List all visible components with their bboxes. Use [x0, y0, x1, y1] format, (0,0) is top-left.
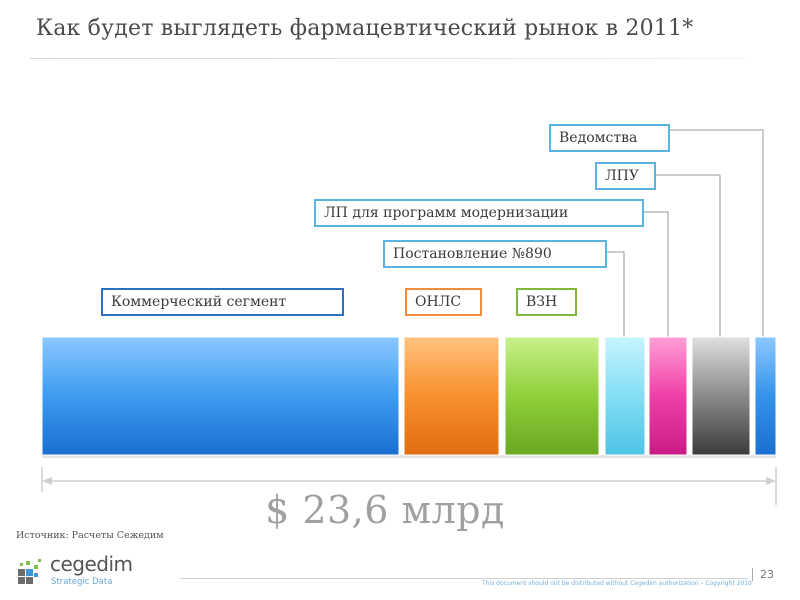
label-kommercheskiy-segment: Коммерческий сегмент: [101, 288, 344, 316]
bar-kommercheskiy-segment: [41, 336, 400, 456]
label-onls: ОНЛС: [405, 288, 482, 316]
cegedim-logo-icon: [18, 559, 41, 584]
bar-lpu: [691, 336, 751, 456]
bar-onls: [403, 336, 500, 456]
page-title: Как будет выглядеть фармацевтический рын…: [36, 16, 694, 41]
bar-vzn: [504, 336, 600, 456]
footer-divider: [180, 578, 748, 579]
bar-shadow: [42, 455, 776, 458]
brand-name: cegedim: [50, 552, 133, 576]
connector-lp-modernization: [644, 211, 669, 338]
source-note: Источник: Расчеты Сежедим: [16, 530, 164, 541]
copyright-notice: This document should not be distributed …: [482, 580, 752, 587]
label-vedomstva: Ведомства: [549, 124, 670, 152]
bar-lp-modernization: [648, 336, 688, 456]
label-lp-modernization: ЛП для программ модернизации: [314, 199, 644, 227]
label-postanovlenie: Постановление №890: [383, 240, 607, 268]
page-number: 23: [760, 568, 774, 581]
connector-postanovlenie: [607, 251, 625, 338]
bar-postanovlenie: [604, 336, 646, 456]
label-vzn: ВЗН: [516, 288, 577, 316]
total-market-size: $ 23,6 млрд: [265, 488, 505, 532]
brand-logo: cegedim Strategic Data: [16, 551, 166, 589]
title-divider: [30, 58, 748, 59]
total-span-arrow: [41, 467, 777, 505]
label-lpu: ЛПУ: [595, 162, 656, 190]
connector-vedomstva: [670, 129, 764, 338]
brand-tagline: Strategic Data: [51, 577, 113, 587]
page-number-separator: [752, 568, 753, 581]
connector-lpu: [656, 174, 721, 338]
bar-vedomstva: [754, 336, 777, 456]
